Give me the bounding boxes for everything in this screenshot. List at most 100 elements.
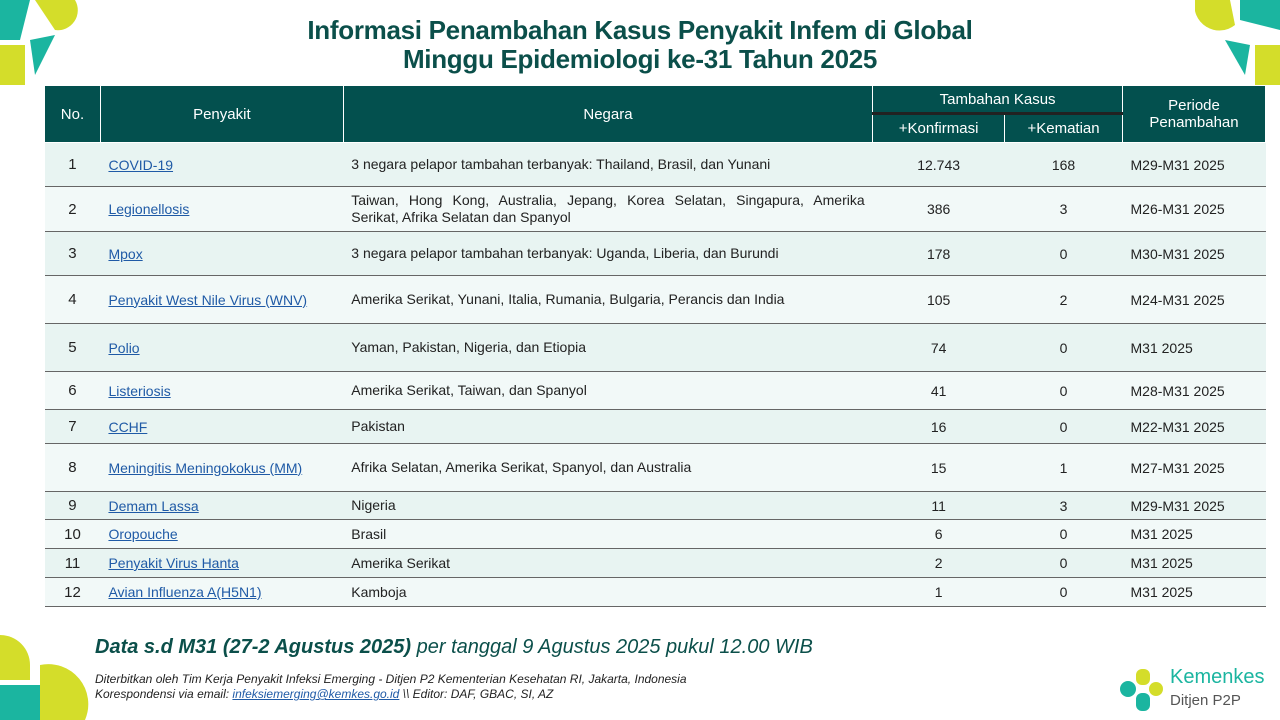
data-period: Data s.d M31 (27-2 Agustus 2025) <box>95 636 412 658</box>
publisher-text: Diterbitkan oleh Tim Kerja Penyakit Infe… <box>95 672 687 686</box>
countries-cell: Amerika Serikat, Taiwan, dan Spanyol <box>343 371 873 410</box>
header-no: No. <box>44 85 101 143</box>
countries-cell: Nigeria <box>343 491 873 520</box>
kemenkes-logo-icon <box>1120 669 1163 711</box>
disease-link[interactable]: Polio <box>108 339 140 356</box>
disease-link[interactable]: Avian Influenza A(H5N1) <box>108 584 262 600</box>
disease-link[interactable]: Listeriosis <box>108 382 171 399</box>
period-cell: M22-M31 2025 <box>1122 409 1266 444</box>
row-number: 12 <box>44 577 101 607</box>
header-kematian: +Kematian <box>1004 112 1124 143</box>
deaths-cell: 0 <box>1004 519 1123 549</box>
confirmed-cell: 12.743 <box>872 142 1005 187</box>
period-cell: M30-M31 2025 <box>1122 231 1266 276</box>
disease-cell: Penyakit Virus Hanta <box>100 548 344 578</box>
countries-cell: Pakistan <box>343 409 873 444</box>
countries-cell: Yaman, Pakistan, Nigeria, dan Etiopia <box>343 323 873 372</box>
corner-decoration-top-left <box>0 0 78 85</box>
confirmed-cell: 178 <box>872 231 1005 276</box>
disease-cell: Demam Lassa <box>100 491 344 520</box>
table-row: 7 CCHF Pakistan 16 0 M22-M31 2025 <box>44 409 1266 444</box>
disease-link[interactable]: Mpox <box>108 245 143 262</box>
table-row: 10 Oropouche Brasil 6 0 M31 2025 <box>44 519 1266 549</box>
period-cell: M31 2025 <box>1122 577 1266 607</box>
row-number: 1 <box>44 142 101 187</box>
disease-table: No. Penyakit Negara Tambahan Kasus Perio… <box>44 85 1266 607</box>
header-tambahan-kasus: Tambahan Kasus <box>872 85 1124 114</box>
correspondence-label: Korespondensi via email: <box>95 687 233 701</box>
table-row: 4 Penyakit West Nile Virus (WNV) Amerika… <box>44 275 1266 324</box>
period-cell: M26-M31 2025 <box>1122 186 1266 232</box>
period-cell: M27-M31 2025 <box>1122 443 1266 492</box>
disease-cell: Meningitis Meningokokus (MM) <box>100 443 344 492</box>
confirmed-cell: 11 <box>872 491 1005 520</box>
disease-cell: Polio <box>100 323 344 372</box>
confirmed-cell: 15 <box>872 443 1005 492</box>
header-penyakit: Penyakit <box>99 85 344 143</box>
kemenkes-logo: Kemenkes Ditjen P2P <box>1118 664 1268 714</box>
disease-cell: Oropouche <box>100 519 344 549</box>
disease-link[interactable]: CCHF <box>108 418 148 435</box>
email-link[interactable]: infeksiemerging@kemkes.go.id <box>232 687 400 701</box>
disease-link[interactable]: COVID-19 <box>108 156 174 173</box>
table-row: 9 Demam Lassa Nigeria 11 3 M29-M31 2025 <box>44 491 1266 520</box>
disease-cell: Penyakit West Nile Virus (WNV) <box>100 275 344 324</box>
title-line-2: Minggu Epidemiologi ke-31 Tahun 2025 <box>402 44 878 74</box>
table-row: 8 Meningitis Meningokokus (MM) Afrika Se… <box>44 443 1266 492</box>
period-cell: M24-M31 2025 <box>1122 275 1266 324</box>
confirmed-cell: 6 <box>872 519 1005 549</box>
countries-cell: Brasil <box>343 519 873 549</box>
disease-link[interactable]: Penyakit Virus Hanta <box>108 555 239 571</box>
data-timestamp: per tanggal 9 Agustus 2025 pukul 12.00 W… <box>411 636 813 658</box>
deaths-cell: 3 <box>1004 491 1123 520</box>
header-negara: Negara <box>342 85 874 143</box>
row-number: 10 <box>44 519 101 549</box>
confirmed-cell: 386 <box>872 186 1005 232</box>
row-number: 6 <box>44 371 101 410</box>
title-line-1: Informasi Penambahan Kasus Penyakit Infe… <box>307 15 973 45</box>
countries-cell: Afrika Selatan, Amerika Serikat, Spanyol… <box>343 443 873 492</box>
confirmed-cell: 41 <box>872 371 1005 410</box>
confirmed-cell: 16 <box>872 409 1005 444</box>
row-number: 11 <box>44 548 101 578</box>
period-cell: M29-M31 2025 <box>1122 491 1266 520</box>
period-cell: M28-M31 2025 <box>1122 371 1266 410</box>
row-number: 4 <box>44 275 101 324</box>
disease-link[interactable]: Legionellosis <box>108 201 190 217</box>
corner-decoration-bottom-left <box>0 635 89 720</box>
deaths-cell: 0 <box>1004 409 1123 444</box>
row-number: 3 <box>44 231 101 276</box>
period-cell: M31 2025 <box>1122 548 1266 578</box>
period-cell: M31 2025 <box>1122 323 1266 372</box>
row-number: 5 <box>44 323 101 372</box>
deaths-cell: 3 <box>1004 186 1123 232</box>
disease-cell: Legionellosis <box>100 186 344 232</box>
period-cell: M31 2025 <box>1122 519 1266 549</box>
table-row: 11 Penyakit Virus Hanta Amerika Serikat … <box>44 548 1266 578</box>
deaths-cell: 2 <box>1004 275 1123 324</box>
disease-cell: Avian Influenza A(H5N1) <box>100 577 344 607</box>
publisher-info: Diterbitkan oleh Tim Kerja Penyakit Infe… <box>95 672 687 702</box>
logo-name: Kemenkes <box>1170 666 1265 688</box>
confirmed-cell: 74 <box>872 323 1005 372</box>
deaths-cell: 168 <box>1004 142 1123 187</box>
header-periode: Periode Penambahan <box>1122 85 1266 143</box>
table-row: 1 COVID-19 3 negara pelapor tambahan ter… <box>44 142 1266 187</box>
disease-link[interactable]: Demam Lassa <box>108 497 199 514</box>
deaths-cell: 0 <box>1004 577 1123 607</box>
corner-decoration-top-right <box>1195 0 1280 85</box>
confirmed-cell: 2 <box>872 548 1005 578</box>
data-date-note: Data s.d M31 (27-2 Agustus 2025) per tan… <box>95 636 813 659</box>
confirmed-cell: 105 <box>872 275 1005 324</box>
countries-cell: Kamboja <box>343 577 873 607</box>
disease-link[interactable]: Oropouche <box>108 526 178 542</box>
disease-link[interactable]: Meningitis Meningokokus (MM) <box>108 459 303 476</box>
disease-link[interactable]: Penyakit West Nile Virus (WNV) <box>108 291 308 308</box>
disease-cell: COVID-19 <box>100 142 344 187</box>
table-row: 2 Legionellosis Taiwan, Hong Kong, Austr… <box>44 186 1266 232</box>
row-number: 2 <box>44 186 101 232</box>
deaths-cell: 1 <box>1004 443 1123 492</box>
confirmed-cell: 1 <box>872 577 1005 607</box>
deaths-cell: 0 <box>1004 231 1123 276</box>
header-konfirmasi: +Konfirmasi <box>872 112 1006 143</box>
